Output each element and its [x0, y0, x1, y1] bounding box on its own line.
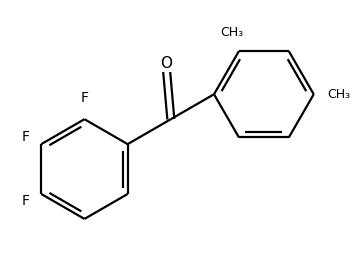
Text: O: O — [161, 56, 172, 71]
Text: F: F — [21, 130, 29, 144]
Text: CH₃: CH₃ — [328, 88, 351, 101]
Text: F: F — [21, 194, 29, 208]
Text: CH₃: CH₃ — [220, 26, 243, 39]
Text: F: F — [81, 91, 89, 105]
